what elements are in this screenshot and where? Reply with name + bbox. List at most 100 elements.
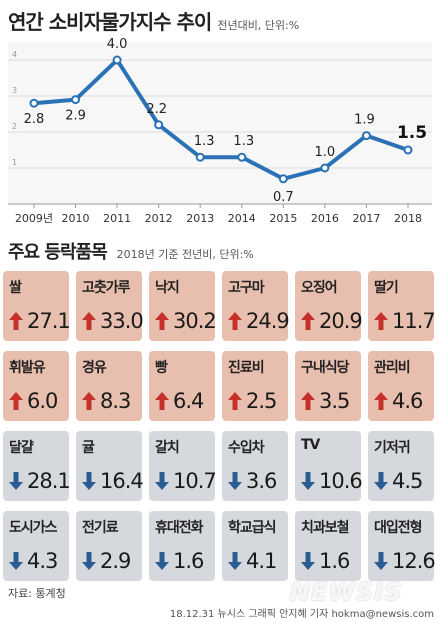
item-change: 1.6: [155, 549, 204, 573]
item-name: 딸기: [374, 280, 399, 296]
item-card: 구내식당 3.5: [295, 351, 361, 421]
item-value: 3.6: [246, 469, 277, 493]
item-name: 귤: [82, 440, 95, 456]
item-value: 10.6: [319, 469, 363, 493]
item-card: 귤 16.4: [76, 431, 144, 501]
x-tick-label: 2018: [394, 212, 422, 225]
item-change: 1.6: [301, 549, 350, 573]
item-name: 고춧가루: [82, 280, 131, 296]
item-value: 4.6: [392, 389, 423, 413]
data-label: 1.3: [233, 134, 254, 149]
x-tick-label: 2011: [103, 212, 131, 225]
x-tick-label: 2013: [186, 212, 214, 225]
item-value: 1.6: [319, 549, 350, 573]
item-name: 전기료: [82, 520, 119, 536]
arrow-down-icon: [228, 552, 242, 570]
arrow-down-icon: [9, 472, 23, 490]
item-change: 4.6: [374, 389, 423, 413]
item-card: 고구마 24.9: [222, 271, 290, 341]
arrow-up-icon: [155, 312, 169, 330]
item-card: 진료비 2.5: [222, 351, 288, 421]
arrow-down-icon: [155, 472, 169, 490]
item-card: 낙지 30.2: [149, 271, 217, 341]
x-tick-label: 2009년: [15, 212, 53, 225]
item-value: 28.1: [27, 469, 71, 493]
item-name: 구내식당: [301, 360, 350, 376]
item-card: 대입전형 12.6: [368, 511, 436, 581]
arrow-up-icon: [228, 312, 242, 330]
x-tick-label: 2010: [62, 212, 90, 225]
item-card: 경유 8.3: [76, 351, 142, 421]
item-card: 딸기 11.7: [368, 271, 436, 341]
chart-header: 연간 소비자물가지수 추이 전년대비, 단위:%: [8, 6, 299, 35]
data-point: [320, 163, 330, 173]
item-name: 휘발유: [9, 360, 46, 376]
item-change: 10.7: [155, 469, 217, 493]
item-name: 달걀: [9, 440, 34, 456]
item-value: 4.3: [27, 549, 58, 573]
data-point: [195, 152, 205, 162]
data-label: 2.8: [24, 112, 45, 127]
data-point: [112, 55, 122, 65]
item-card: 휴대전화 1.6: [149, 511, 215, 581]
item-change: 10.6: [301, 469, 363, 493]
item-name: 쌀: [9, 280, 22, 296]
item-name: 경유: [82, 360, 107, 376]
arrow-down-icon: [9, 552, 23, 570]
arrow-up-icon: [301, 392, 315, 410]
cpi-line-chart: 1 2 3 4 2.8 2009년 2.9 2010 4.0 2011 2.2 2012 1.3 2013…: [8, 37, 432, 225]
arrow-down-icon: [374, 472, 388, 490]
series-line: [33, 58, 409, 181]
item-change: 30.2: [155, 309, 217, 333]
y-tick-label: 2: [12, 122, 17, 131]
arrow-up-icon: [155, 392, 169, 410]
chart-title: 연간 소비자물가지수 추이: [8, 10, 212, 34]
item-name: 휴대전화: [155, 520, 204, 536]
arrow-up-icon: [228, 392, 242, 410]
item-change: 2.5: [228, 389, 277, 413]
item-change: 20.9: [301, 309, 363, 333]
item-name: TV: [301, 437, 320, 453]
item-card: 빵 6.4: [149, 351, 215, 421]
y-tick-label: 1: [12, 158, 17, 167]
data-point: [278, 174, 288, 184]
arrow-down-icon: [82, 472, 96, 490]
item-name: 오징어: [301, 280, 338, 296]
data-point: [154, 120, 164, 130]
item-change: 4.1: [228, 549, 277, 573]
item-name: 수입차: [228, 440, 265, 456]
item-value: 3.5: [319, 389, 350, 413]
items-section-header: 주요 등락품목 2018년 기준 전년비, 단위:%: [8, 238, 254, 264]
item-value: 4.5: [392, 469, 423, 493]
item-value: 6.0: [27, 389, 58, 413]
item-card: 오징어 20.9: [295, 271, 363, 341]
item-card: 치과보철 1.6: [295, 511, 361, 581]
item-change: 24.9: [228, 309, 290, 333]
source-note: 자료: 통계청: [8, 587, 66, 600]
arrow-up-icon: [374, 392, 388, 410]
item-card: 관리비 4.6: [368, 351, 434, 421]
item-name: 낙지: [155, 280, 180, 296]
item-value: 8.3: [100, 389, 131, 413]
item-change: 33.0: [82, 309, 144, 333]
item-change: 3.5: [301, 389, 350, 413]
arrow-down-icon: [228, 472, 242, 490]
item-value: 6.4: [173, 389, 204, 413]
arrow-down-icon: [301, 472, 315, 490]
item-value: 33.0: [100, 309, 144, 333]
arrow-down-icon: [301, 552, 315, 570]
item-value: 1.6: [173, 549, 204, 573]
item-value: 16.4: [100, 469, 144, 493]
items-section-title: 주요 등락품목: [8, 242, 108, 263]
item-value: 20.9: [319, 309, 363, 333]
item-card: 달걀 28.1: [3, 431, 71, 501]
x-tick-label: 2012: [145, 212, 173, 225]
item-card: 휘발유 6.0: [3, 351, 69, 421]
y-tick-label: 4: [12, 50, 17, 59]
data-point: [403, 145, 413, 155]
item-name: 기저귀: [374, 440, 411, 456]
item-value: 2.5: [246, 389, 277, 413]
item-change: 28.1: [9, 469, 71, 493]
item-change: 6.4: [155, 389, 204, 413]
arrow-up-icon: [82, 312, 96, 330]
